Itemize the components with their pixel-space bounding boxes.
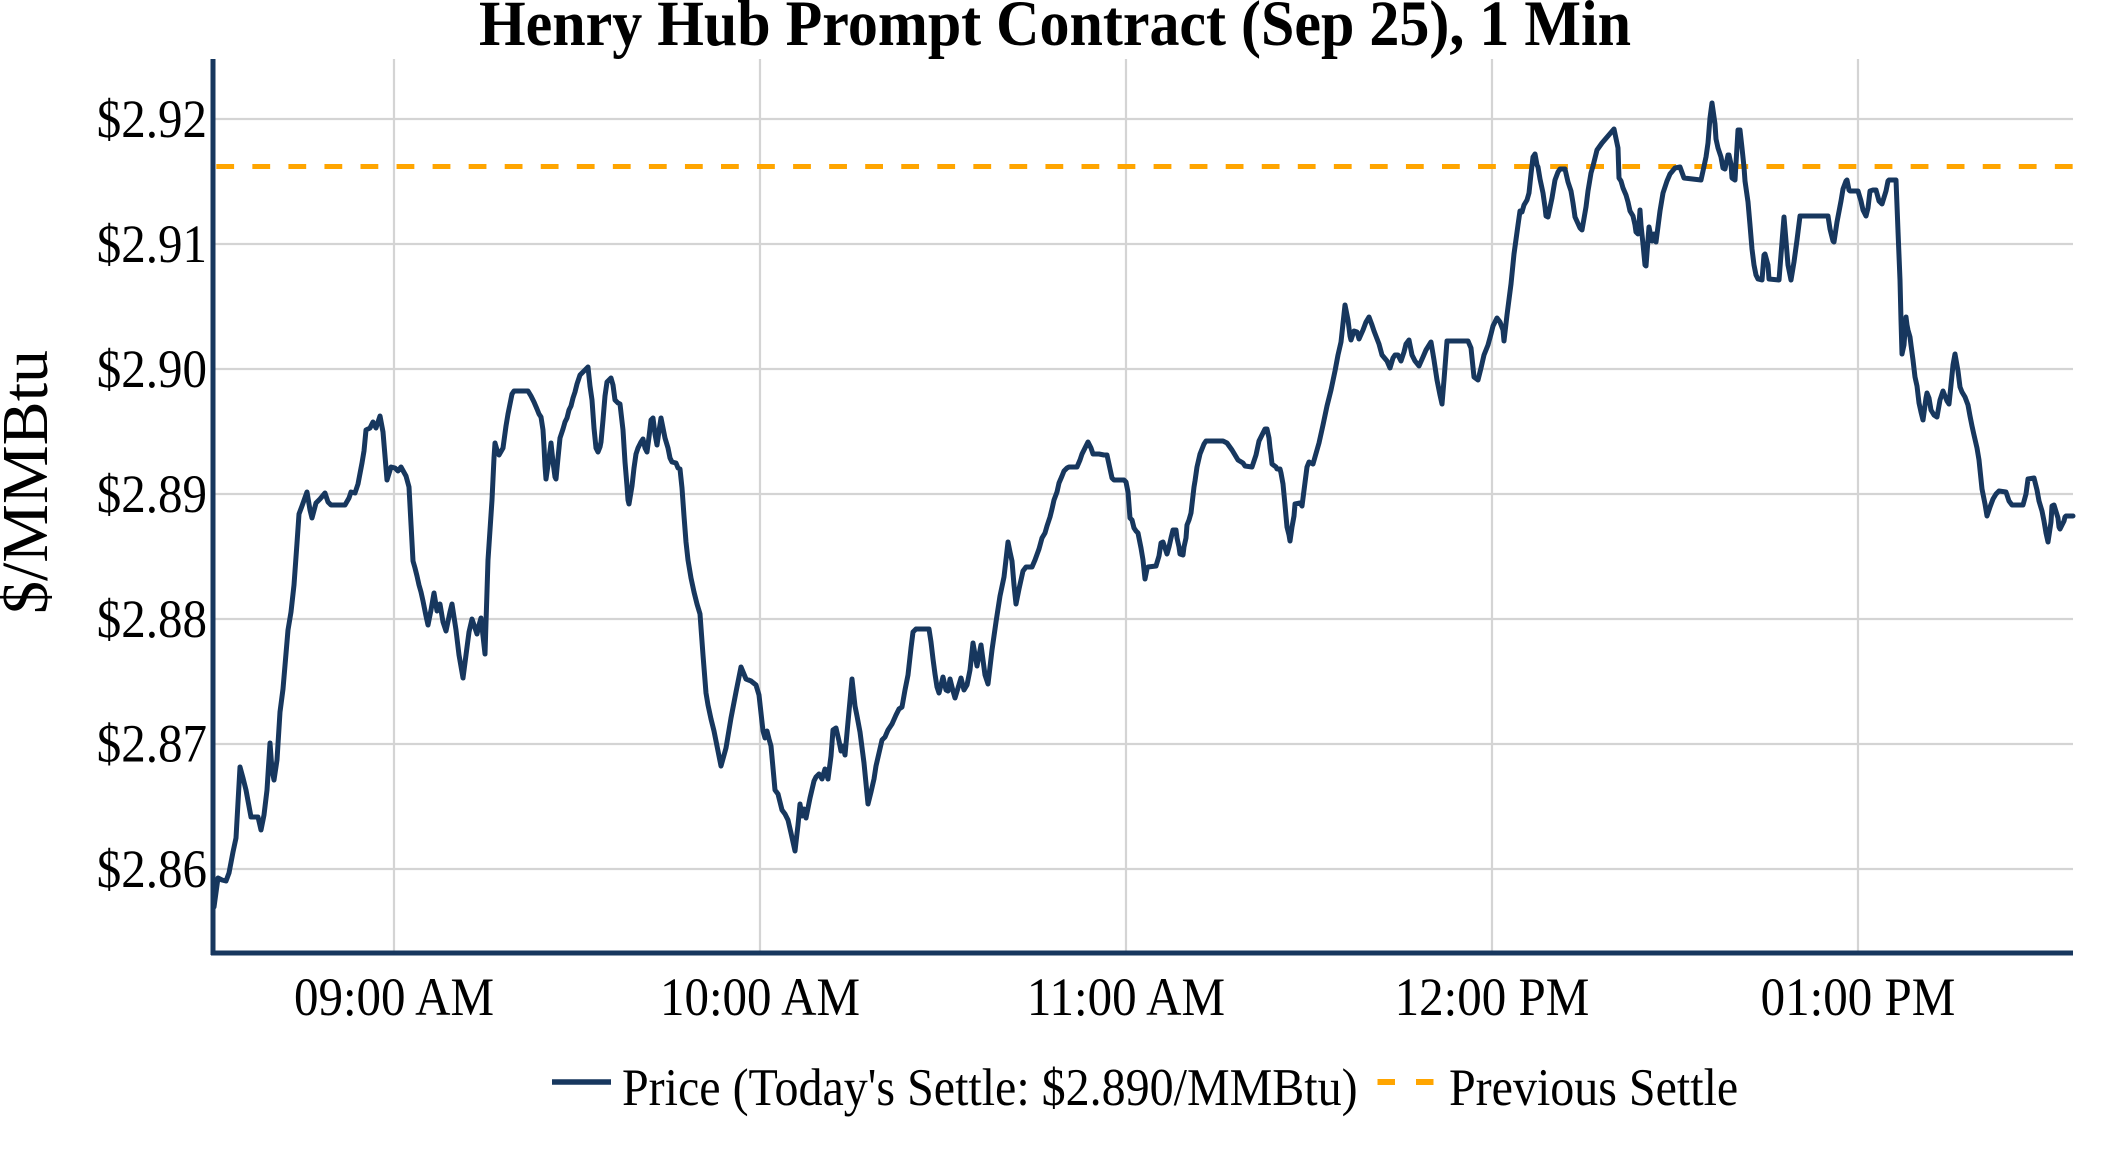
svg-text:10:00 AM: 10:00 AM bbox=[660, 968, 860, 1028]
svg-text:$2.89: $2.89 bbox=[97, 465, 207, 525]
svg-text:01:00 PM: 01:00 PM bbox=[1761, 968, 1956, 1028]
svg-text:Price (Today's Settle: $2.890/: Price (Today's Settle: $2.890/MMBtu) bbox=[622, 1058, 1358, 1117]
svg-text:$2.92: $2.92 bbox=[97, 90, 207, 150]
svg-text:09:00 AM: 09:00 AM bbox=[294, 968, 494, 1028]
svg-text:Henry Hub Prompt Contract (Sep: Henry Hub Prompt Contract (Sep 25), 1 Mi… bbox=[479, 0, 1631, 60]
svg-text:$2.87: $2.87 bbox=[97, 715, 207, 775]
svg-text:$2.88: $2.88 bbox=[97, 590, 207, 650]
svg-text:11:00 AM: 11:00 AM bbox=[1027, 968, 1225, 1028]
svg-text:$2.86: $2.86 bbox=[97, 840, 207, 900]
svg-text:12:00 PM: 12:00 PM bbox=[1395, 968, 1590, 1028]
svg-text:$2.90: $2.90 bbox=[97, 340, 207, 400]
svg-text:Previous Settle: Previous Settle bbox=[1449, 1058, 1738, 1117]
svg-text:$/MMBtu: $/MMBtu bbox=[0, 350, 62, 614]
svg-text:$2.91: $2.91 bbox=[97, 215, 207, 275]
